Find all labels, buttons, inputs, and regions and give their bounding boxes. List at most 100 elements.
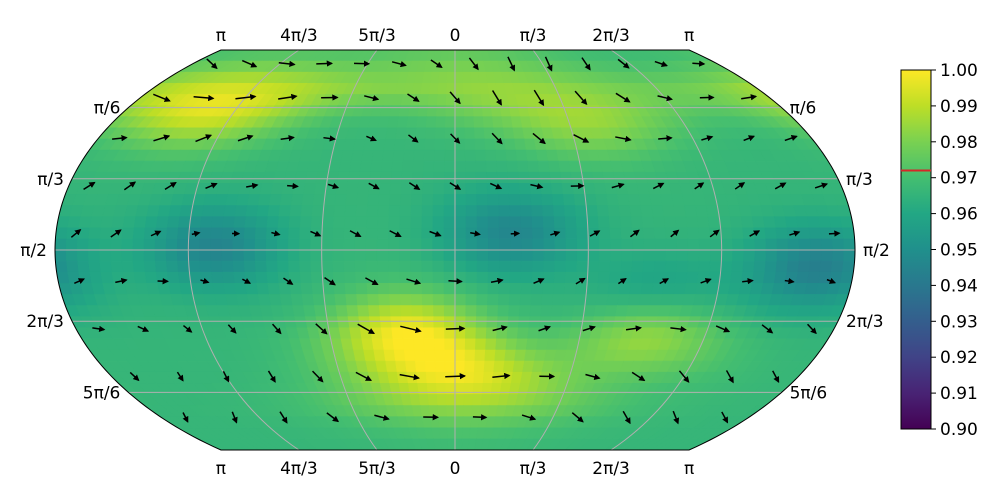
field-cell bbox=[275, 438, 300, 450]
field-cell bbox=[843, 249, 855, 262]
field-cell bbox=[432, 238, 445, 251]
field-cell bbox=[99, 249, 112, 262]
vector-arrow bbox=[575, 277, 586, 285]
vector-arrow bbox=[532, 132, 546, 145]
vector-arrow bbox=[784, 135, 798, 142]
field-cell bbox=[339, 438, 359, 450]
vector-arrow bbox=[530, 183, 544, 190]
vector-arrow bbox=[789, 230, 801, 237]
field-cell bbox=[433, 183, 445, 195]
vector-arrow bbox=[659, 278, 670, 285]
field-cell bbox=[446, 71, 456, 84]
vector-arrow bbox=[324, 277, 336, 286]
field-cell bbox=[399, 271, 412, 284]
field-cell bbox=[232, 249, 245, 262]
field-cell bbox=[662, 283, 676, 295]
field-cell bbox=[471, 94, 483, 106]
vector-arrow bbox=[550, 230, 561, 237]
field-cell bbox=[475, 160, 487, 173]
field-cell bbox=[357, 305, 370, 317]
longitude-tick-label: π/3 bbox=[520, 459, 547, 479]
field-cell bbox=[685, 271, 699, 284]
field-cell bbox=[266, 271, 280, 284]
vector-arrow bbox=[246, 182, 259, 189]
field-cell bbox=[338, 327, 352, 340]
field-cell bbox=[446, 60, 456, 73]
field-cell bbox=[210, 249, 223, 262]
colorbar-tick-label: 0.95 bbox=[940, 241, 978, 261]
field-cell bbox=[698, 238, 711, 251]
field-cell bbox=[397, 438, 410, 450]
field-cell bbox=[232, 438, 262, 450]
field-cell bbox=[370, 160, 383, 173]
field-cell bbox=[177, 260, 190, 273]
field-cell bbox=[509, 216, 522, 229]
field-cell bbox=[454, 60, 464, 73]
field-cell bbox=[336, 171, 350, 184]
field-cell bbox=[508, 305, 521, 317]
field-cell bbox=[178, 271, 192, 284]
field-cell bbox=[267, 283, 281, 295]
colorbar-tick-label: 0.94 bbox=[940, 276, 978, 296]
field-cell bbox=[433, 338, 446, 351]
field-cell bbox=[418, 438, 430, 450]
field-cell bbox=[495, 338, 508, 351]
field-cell bbox=[653, 260, 667, 273]
field-cell bbox=[519, 294, 532, 306]
vector-arrow bbox=[694, 182, 705, 190]
vector-arrow bbox=[492, 325, 508, 332]
field-cell bbox=[323, 194, 337, 206]
field-cell bbox=[121, 238, 134, 251]
field-cell bbox=[423, 327, 435, 340]
vector-arrow bbox=[407, 93, 420, 102]
field-cell bbox=[574, 283, 588, 295]
field-cell bbox=[371, 149, 385, 162]
field-cell bbox=[465, 260, 478, 273]
field-cell bbox=[432, 260, 445, 273]
colorbar: 0.90 0.91 0.92 0.93 0.94 0.95 0.96 0.97 0.98 0.99… bbox=[900, 61, 978, 440]
field-cell bbox=[673, 283, 687, 295]
field-cell bbox=[446, 416, 456, 429]
field-cell bbox=[166, 271, 181, 284]
field-cell bbox=[403, 349, 416, 362]
vector-arrow bbox=[271, 230, 281, 237]
colorbar-tick-label: 0.97 bbox=[940, 169, 978, 189]
field-cell bbox=[537, 160, 551, 173]
field-cell bbox=[587, 227, 600, 240]
field-cell bbox=[698, 249, 711, 262]
field-cell bbox=[444, 160, 456, 173]
field-cell bbox=[110, 238, 123, 251]
field-cell bbox=[414, 360, 427, 373]
field-cell bbox=[463, 394, 474, 406]
field-cell bbox=[199, 260, 212, 273]
field-cell bbox=[219, 438, 248, 450]
field-cell bbox=[425, 371, 437, 384]
field-cell bbox=[617, 294, 631, 306]
field-cell bbox=[577, 438, 599, 450]
field-cell bbox=[391, 160, 404, 173]
field-cell bbox=[731, 227, 744, 240]
field-cell bbox=[575, 216, 589, 229]
field-cell bbox=[379, 316, 393, 329]
field-cell bbox=[366, 205, 379, 217]
field-cell bbox=[257, 294, 272, 306]
field-cell bbox=[454, 71, 464, 84]
field-cell bbox=[332, 260, 345, 273]
field-cell bbox=[318, 438, 339, 450]
field-cell bbox=[619, 216, 633, 229]
field-cell bbox=[99, 260, 113, 273]
field-cell bbox=[473, 360, 486, 373]
vector-arrow bbox=[672, 410, 680, 425]
vector-arrow bbox=[701, 135, 714, 142]
field-cell bbox=[310, 216, 324, 229]
field-cell bbox=[303, 183, 317, 195]
vector-arrow bbox=[629, 229, 640, 238]
field-cell bbox=[494, 138, 507, 151]
field-cell bbox=[359, 160, 373, 173]
field-cell bbox=[474, 349, 486, 362]
field-cell bbox=[476, 249, 489, 262]
field-cell bbox=[277, 216, 291, 229]
field-cell bbox=[454, 305, 467, 317]
latitude-tick-label: 2π/3 bbox=[846, 312, 884, 332]
field-cell bbox=[454, 405, 464, 417]
